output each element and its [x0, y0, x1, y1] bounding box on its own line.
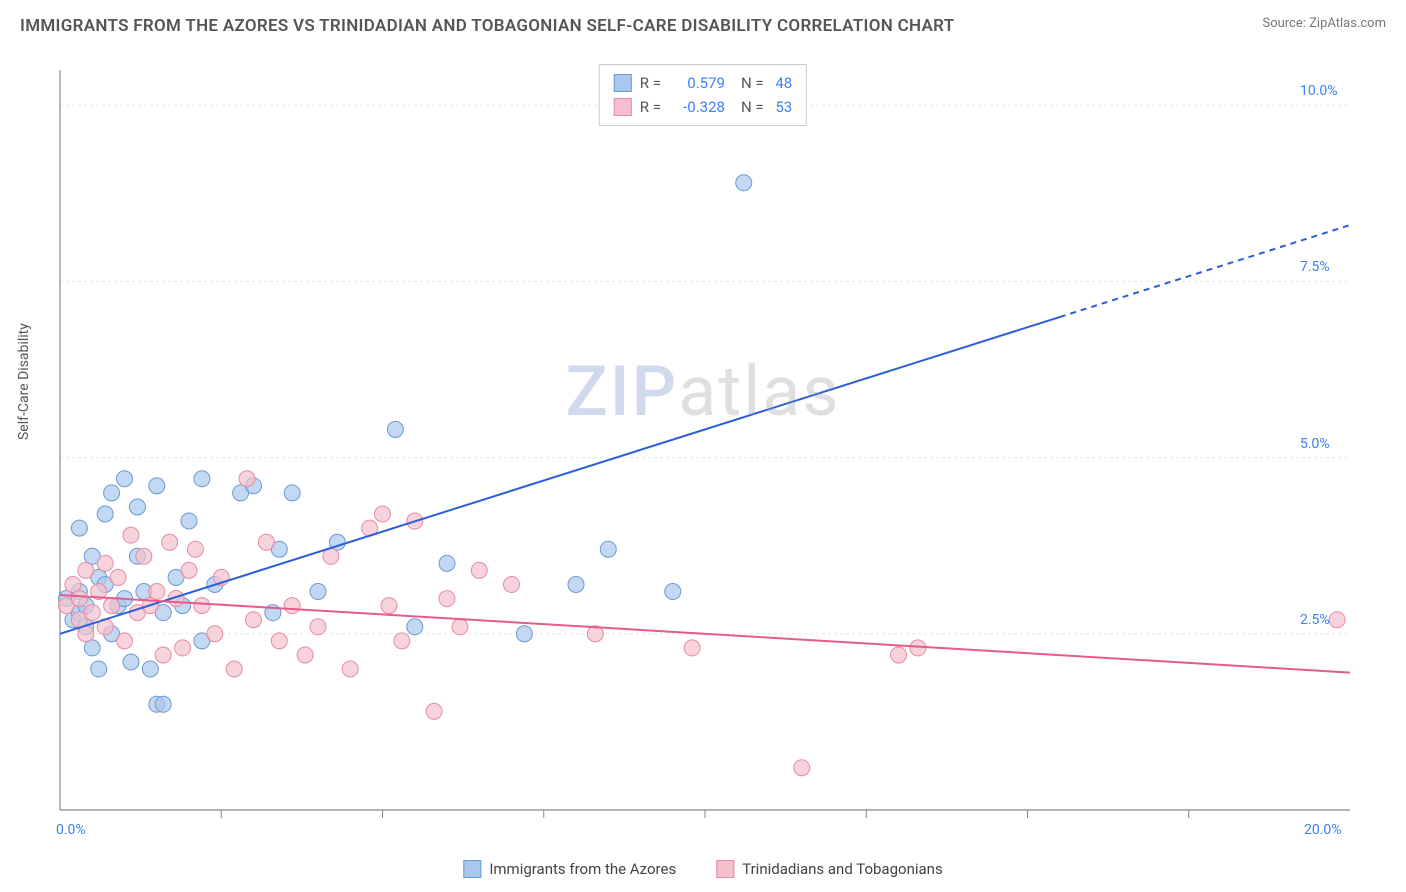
legend-series-item: Trinidadians and Tobagonians — [716, 860, 942, 878]
legend-stat-row: R =-0.328N = 53 — [614, 95, 792, 119]
y-tick-label: 7.5% — [1300, 259, 1330, 275]
legend-stat-row: R =0.579N = 48 — [614, 71, 792, 95]
y-tick-label: 5.0% — [1300, 436, 1330, 452]
x-tick-end: 20.0% — [1304, 822, 1342, 838]
legend-swatch — [614, 74, 632, 92]
series-legend: Immigrants from the Azores Trinidadians a… — [463, 860, 942, 878]
legend-swatch — [614, 98, 632, 116]
legend-swatch — [716, 860, 734, 878]
x-tick-start: 0.0% — [56, 822, 86, 838]
legend-swatch — [463, 860, 481, 878]
y-tick-label: 10.0% — [1300, 83, 1338, 99]
y-tick-label: 2.5% — [1300, 612, 1330, 628]
correlation-legend: R =0.579N = 48R =-0.328N = 53 — [599, 64, 807, 126]
source-label: Source: ZipAtlas.com — [1262, 16, 1386, 31]
y-axis-label: Self-Care Disability — [16, 323, 32, 440]
chart-title: IMMIGRANTS FROM THE AZORES VS TRINIDADIA… — [20, 16, 954, 36]
scatter-chart — [54, 60, 1374, 820]
legend-series-item: Immigrants from the Azores — [463, 860, 676, 878]
